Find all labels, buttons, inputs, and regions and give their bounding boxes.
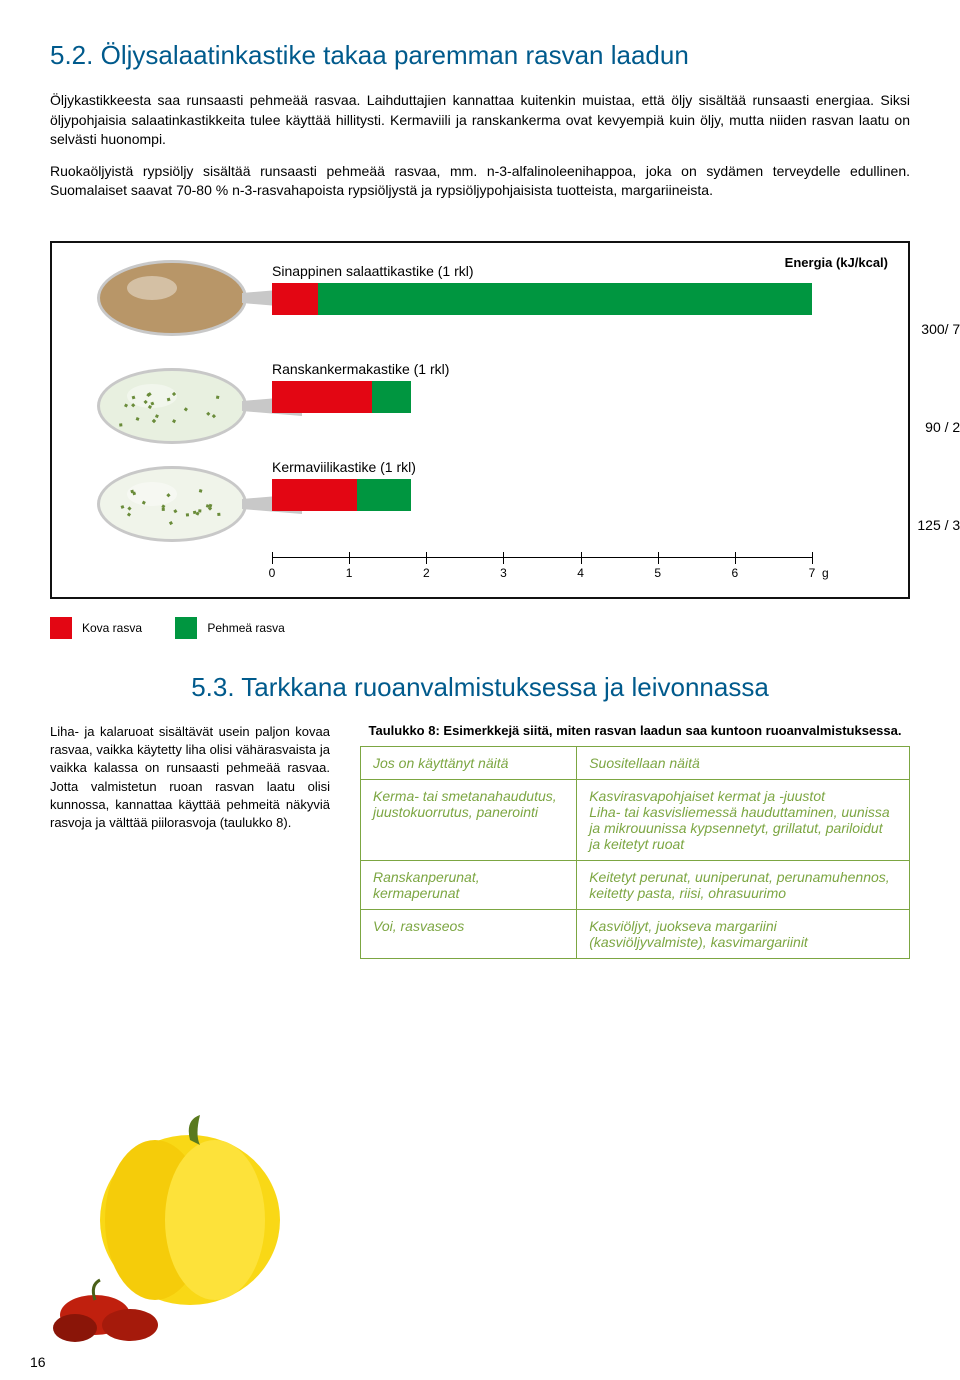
bar-soft — [372, 381, 411, 413]
axis-unit: g — [822, 566, 829, 580]
swatch-hard — [50, 617, 72, 639]
chart-legend: Kova rasva Pehmeä rasva — [50, 617, 910, 642]
bar-soft — [318, 283, 812, 315]
table-cell: Kasviöljyt, juokseva margariini (kasviöl… — [577, 909, 910, 958]
tick-label: 7 — [809, 566, 816, 580]
tick-label: 0 — [269, 566, 276, 580]
spoon-icon — [62, 459, 302, 549]
tick-label: 2 — [423, 566, 430, 580]
energy-value: 125 / 30 — [352, 517, 960, 533]
tick — [426, 552, 427, 564]
row-label: Ranskankermakastike (1 rkl) — [272, 361, 888, 377]
table-cell: Kerma- tai smetanahaudutus, juustokuorru… — [361, 779, 577, 860]
table-cell: Ranskanperunat, kermaperunat — [361, 860, 577, 909]
table-cell: Voi, rasvaseos — [361, 909, 577, 958]
fat-chart: Energia (kJ/kcal) Sinappinen salaattikas… — [50, 241, 910, 599]
legend-hard-label: Kova rasva — [82, 621, 142, 635]
bar-hard — [272, 381, 372, 413]
body-para-2: Ruokaöljyistä rypsiöljy sisältää runsaas… — [50, 162, 910, 201]
section-title-1: 5.2. Öljysalaatinkastike takaa paremman … — [50, 40, 910, 71]
tick-label: 5 — [654, 566, 661, 580]
section-title-2: 5.3. Tarkkana ruoanvalmistuksessa ja lei… — [50, 672, 910, 703]
chart-axis: 01234567g — [272, 557, 812, 587]
table-row: Ranskanperunat, kermaperunatKeitetyt per… — [361, 860, 910, 909]
table-row: Kerma- tai smetanahaudutus, juustokuorru… — [361, 779, 910, 860]
recommendations-table: Jos on käyttänyt näitä Suositellaan näit… — [360, 746, 910, 959]
section2-left-para: Liha- ja kalaruoat sisältävät usein palj… — [50, 723, 330, 959]
tick — [735, 552, 736, 564]
energy-value: 90 / 20 — [352, 419, 960, 435]
bar-hard — [272, 283, 318, 315]
chart-row: Kermaviilikastike (1 rkl) 125 / 30 — [272, 459, 888, 527]
tick-label: 4 — [577, 566, 584, 580]
th-2: Suositellaan näitä — [577, 746, 910, 779]
spoon-icon — [62, 361, 302, 451]
table-row: Voi, rasvaseosKasviöljyt, juokseva marga… — [361, 909, 910, 958]
legend-hard: Kova rasva — [50, 617, 142, 639]
swatch-soft — [175, 617, 197, 639]
bar-hard — [272, 479, 357, 511]
pepper-image — [40, 1110, 300, 1350]
spoon-icon — [62, 253, 302, 343]
table-caption: Taulukko 8: Esimerkkejä siitä, miten ras… — [360, 723, 910, 738]
table-cell: Kasvirasvapohjaiset kermat ja -juustot L… — [577, 779, 910, 860]
row-label: Sinappinen salaattikastike (1 rkl) — [272, 263, 888, 279]
tick-label: 3 — [500, 566, 507, 580]
tick-label: 1 — [346, 566, 353, 580]
chart-row: Sinappinen salaattikastike (1 rkl) 300/ … — [272, 263, 888, 331]
tick — [581, 552, 582, 564]
row-label: Kermaviilikastike (1 rkl) — [272, 459, 888, 475]
bar — [272, 479, 812, 511]
tick — [349, 552, 350, 564]
energy-value: 300/ 70 — [352, 321, 960, 337]
bar-soft — [357, 479, 411, 511]
th-1: Jos on käyttänyt näitä — [361, 746, 577, 779]
tick — [503, 552, 504, 564]
tick — [812, 552, 813, 564]
table-header-row: Jos on käyttänyt näitä Suositellaan näit… — [361, 746, 910, 779]
legend-soft-label: Pehmeä rasva — [207, 621, 284, 635]
chart-row: Ranskankermakastike (1 rkl) 90 / 20 — [272, 361, 888, 429]
tick — [272, 552, 273, 564]
tick — [658, 552, 659, 564]
legend-soft: Pehmeä rasva — [175, 617, 284, 639]
page-number: 16 — [30, 1354, 46, 1370]
table-cell: Keitetyt perunat, uuniperunat, perunamuh… — [577, 860, 910, 909]
tick-label: 6 — [732, 566, 739, 580]
bar — [272, 381, 812, 413]
bar — [272, 283, 812, 315]
body-para-1: Öljykastikkeesta saa runsaasti pehmeää r… — [50, 91, 910, 150]
